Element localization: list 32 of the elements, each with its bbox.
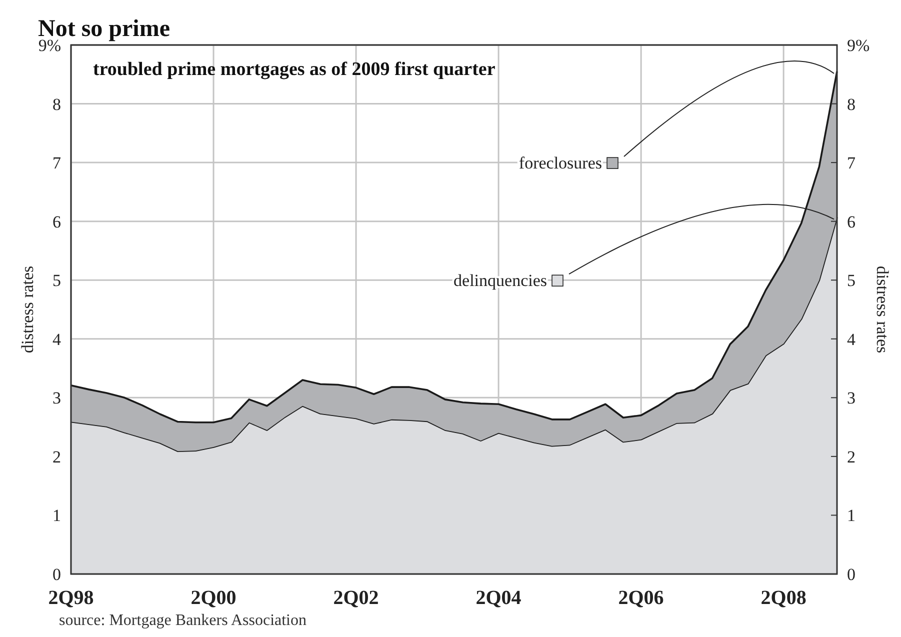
y2-tick-label: 6: [847, 212, 856, 232]
y2-tick-label: 4: [847, 330, 856, 349]
y-tick-label: 9%: [38, 36, 61, 55]
x-tick-label: 2Q08: [760, 587, 806, 609]
x-tick-label: 2Q98: [48, 587, 94, 609]
y-tick-label: 3: [52, 388, 61, 408]
y-tick-label: 1: [52, 506, 61, 526]
y2-tick-label: 2: [847, 447, 856, 466]
y-tick-label: 4: [52, 330, 62, 349]
x-tick-label: 2Q00: [190, 587, 236, 609]
x-tick-label: 2Q04: [476, 587, 522, 609]
y2-axis-title: distress rates: [873, 266, 892, 354]
y-tick-label: 2: [52, 447, 61, 466]
y2-tick-label: 8: [847, 94, 856, 114]
y-tick-label: 7: [52, 154, 62, 173]
source-note: source: Mortgage Bankers Association: [59, 612, 306, 629]
y2-tick-label: 0: [847, 565, 856, 584]
y2-tick-label: 1: [847, 506, 856, 526]
y-tick-label: 5: [52, 271, 61, 290]
y-tick-label: 0: [52, 565, 61, 584]
x-tick-label: 2Q02: [333, 587, 379, 609]
text: troubled prime mortgages as of 2009 first quarter: [93, 59, 496, 80]
y2-tick-label: 3: [847, 388, 856, 408]
y-tick-label: 6: [52, 212, 61, 232]
y2-tick-label: 5: [847, 271, 856, 290]
y-axis-title: distress rates: [18, 266, 37, 354]
x-tick-label: 2Q06: [618, 587, 664, 609]
y2-tick-label: 9%: [847, 36, 870, 55]
legend-label: delinquencies: [454, 271, 547, 290]
y2-tick-label: 7: [847, 154, 856, 173]
legend-label: foreclosures: [518, 154, 602, 173]
y-tick-label: 8: [52, 94, 61, 114]
